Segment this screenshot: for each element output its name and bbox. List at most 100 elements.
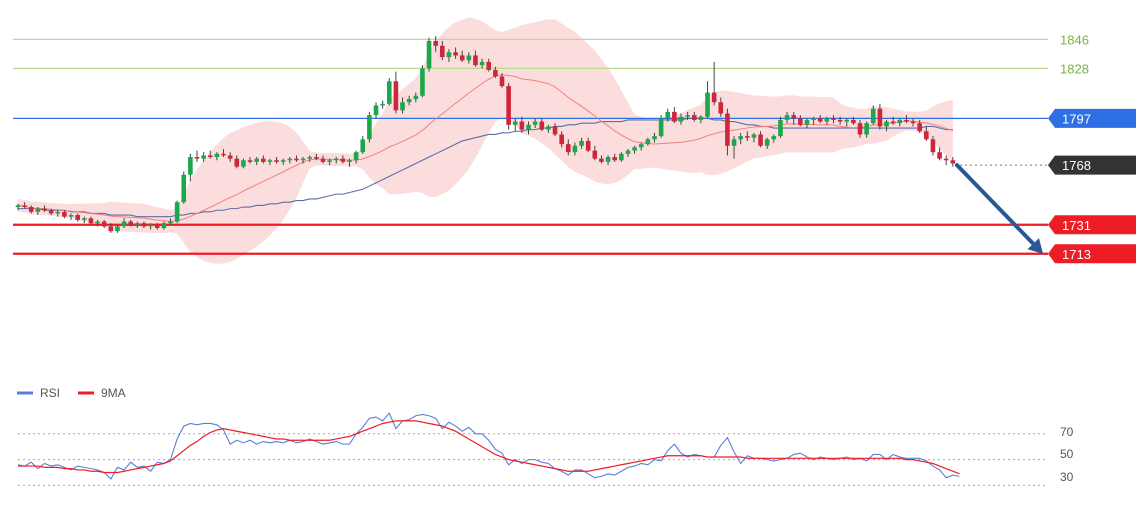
candle — [307, 155, 313, 162]
candles — [15, 36, 956, 233]
candle — [15, 203, 21, 211]
candle — [731, 136, 737, 159]
band-area — [18, 17, 953, 264]
candle — [353, 150, 359, 164]
rsi-line — [17, 412, 960, 480]
candle — [658, 115, 664, 138]
candle — [572, 142, 578, 156]
candle — [579, 137, 584, 149]
candle — [824, 116, 830, 125]
candle — [254, 157, 259, 166]
candle — [619, 152, 624, 162]
candle — [148, 223, 153, 230]
candle — [95, 219, 100, 227]
rsi-ticks: 70 50 30 — [1060, 425, 1074, 484]
candle — [181, 171, 187, 204]
candle — [499, 73, 505, 88]
rsi-9ma-line — [18, 420, 960, 475]
candle — [314, 153, 319, 161]
forecast-arrow — [955, 163, 1043, 254]
candle — [917, 119, 922, 133]
level-label-1846: 1846 — [1060, 32, 1089, 47]
candle — [672, 107, 677, 124]
candle — [227, 152, 233, 162]
candle — [62, 210, 67, 219]
candle — [784, 111, 790, 124]
candle — [28, 205, 34, 214]
candle — [950, 157, 956, 167]
candle — [287, 157, 293, 164]
candle — [400, 97, 405, 114]
candle — [559, 131, 564, 148]
candle — [68, 213, 74, 220]
moving-average-lines — [17, 74, 953, 222]
level-tags: 1846 1828 1797 1768 1731 1713 — [1048, 32, 1136, 264]
candle — [738, 132, 743, 145]
level-tag-1768: 1768 — [1048, 155, 1136, 175]
candle — [393, 71, 399, 114]
candle — [565, 139, 571, 156]
candle — [910, 118, 916, 127]
candle — [373, 102, 379, 119]
candle — [433, 36, 438, 53]
candle — [804, 118, 810, 129]
candle — [247, 157, 253, 164]
bollinger-band — [18, 17, 953, 264]
candle — [154, 223, 160, 230]
band-mid-line — [17, 74, 953, 222]
sma-line — [18, 117, 953, 218]
candle — [367, 111, 372, 143]
candle — [585, 137, 591, 153]
candle — [48, 208, 54, 216]
candle — [188, 153, 193, 182]
candle — [486, 58, 492, 72]
candle — [294, 155, 299, 162]
candle — [831, 115, 836, 124]
level-tag-1731: 1731 — [1048, 215, 1136, 235]
candle — [764, 137, 770, 149]
candle — [479, 58, 485, 69]
level-label-1828: 1828 — [1060, 61, 1089, 76]
candle — [221, 148, 226, 158]
candle — [320, 155, 326, 164]
candle — [778, 116, 783, 138]
candle — [526, 121, 531, 135]
candle — [519, 116, 525, 133]
candle — [725, 108, 730, 156]
candle — [453, 47, 458, 59]
candle — [75, 213, 80, 222]
candle — [426, 37, 432, 72]
candle — [466, 52, 472, 64]
candle — [413, 92, 419, 103]
candle — [101, 219, 107, 228]
candle — [380, 100, 385, 109]
candle — [506, 82, 511, 130]
candle — [546, 124, 551, 133]
candle — [884, 119, 889, 132]
candle — [459, 50, 465, 62]
candle — [638, 142, 644, 151]
forecast-arrow-shaft — [955, 163, 1036, 246]
candle — [665, 108, 671, 122]
candle — [300, 157, 306, 164]
candle — [539, 118, 545, 132]
level-tag-1713: 1713 — [1048, 244, 1136, 264]
candle — [55, 210, 61, 217]
candle — [943, 155, 949, 166]
candle — [857, 119, 863, 138]
candle — [937, 147, 942, 161]
candle — [22, 202, 27, 209]
candle — [35, 207, 41, 216]
candle — [837, 116, 843, 125]
candle — [904, 115, 909, 124]
candle — [811, 116, 816, 125]
candle — [261, 155, 266, 164]
candle — [705, 81, 710, 119]
candle — [698, 115, 704, 124]
candle — [174, 200, 180, 224]
candle — [745, 131, 750, 141]
forecast-arrow-head — [1027, 238, 1043, 254]
candle — [605, 155, 611, 166]
candle — [333, 157, 339, 164]
